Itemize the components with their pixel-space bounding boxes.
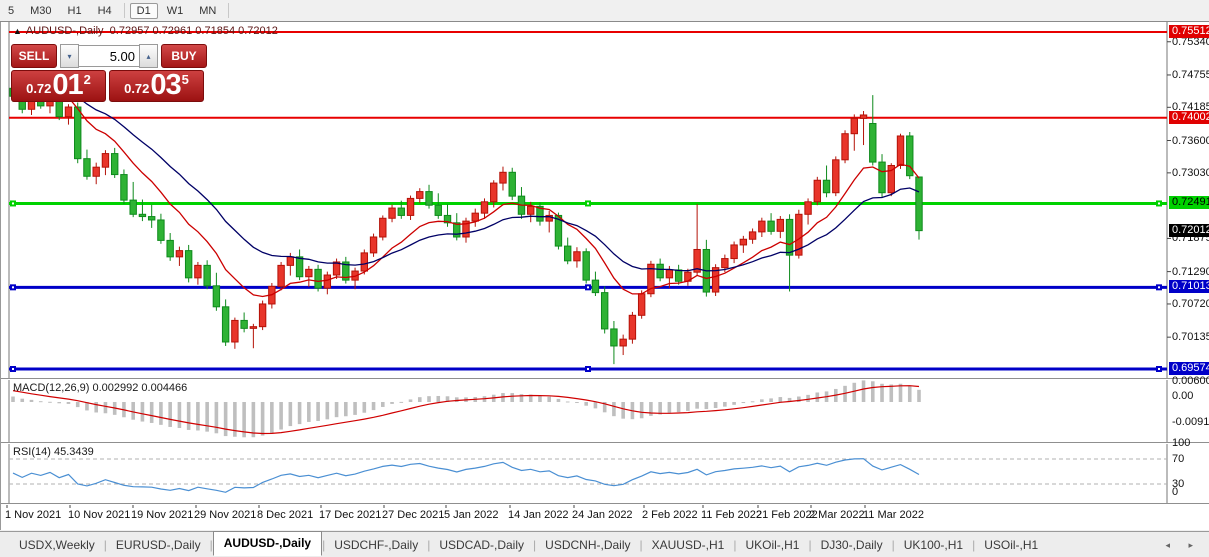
time-label: 10 Nov 2021 (68, 509, 131, 521)
time-label: 14 Jan 2022 (508, 509, 569, 521)
price-tick: 0.73030 (1172, 166, 1209, 179)
time-label: 5 Jan 2022 (444, 509, 499, 521)
sell-price-sup: 2 (83, 72, 91, 87)
title-marker-icon: ▲ (13, 26, 22, 36)
volume-increase-button[interactable]: ▴ (139, 44, 158, 68)
indicator-scale-label: -0.009188 (1172, 416, 1209, 428)
tab-separator: | (639, 537, 643, 552)
indicator-scale-label: 0 (1172, 486, 1179, 498)
macd-panel-title: MACD(12,26,9) 0.002992 0.004466 (13, 382, 188, 394)
indicator-scale-label: 70 (1172, 453, 1185, 465)
chart-window: ▲ AUDUSD-,Daily 0.72957 0.72961 0.71854 0… (0, 22, 1209, 530)
timeframe-button-mn[interactable]: MN (199, 4, 217, 17)
chart-tab-bar: USDX,Weekly | EURUSD-,Daily | AUDUSD-,Daily |… (0, 530, 1209, 557)
time-label: 24 Jan 2022 (572, 509, 633, 521)
volume-decrease-button[interactable]: ▾ (60, 44, 79, 68)
price-badge-blue: 0.69574 (1169, 362, 1209, 375)
tab-separator: | (533, 537, 537, 552)
tab-separator: | (891, 537, 895, 552)
buy-button[interactable]: BUY (161, 44, 207, 68)
indicator-scale-label: 0.00 (1172, 390, 1194, 402)
sell-price-small: 0.72 (26, 81, 52, 96)
price-scale[interactable]: 0.75340 0.74755 0.74185 0.73600 0.73030 0.718… (1168, 22, 1209, 530)
chart-canvas[interactable] (1, 22, 1209, 530)
price-tick: 0.70135 (1172, 331, 1209, 344)
price-badge-black: 0.72012 (1169, 223, 1209, 237)
volume-input[interactable]: 5.00 (79, 45, 139, 67)
timeframe-toolbar: 5 M30 H1 H4 D1 W1 MN (0, 0, 1209, 22)
buy-price-small: 0.72 (124, 81, 150, 96)
tab-scroll-arrows[interactable]: ◂ ▸ (1165, 540, 1201, 550)
tab-usdchf-daily[interactable]: USDCHF-,Daily (334, 537, 419, 552)
chart-symbol-period: AUDUSD-,Daily (25, 25, 104, 37)
time-label: 19 Nov 2021 (131, 509, 194, 521)
buy-price-panel[interactable]: 0.72 03 5 (109, 70, 204, 102)
tab-usdx-weekly[interactable]: USDX,Weekly (19, 537, 95, 552)
timeframe-button-5[interactable]: 5 (8, 4, 15, 17)
indicator-scale-label: 100 (1172, 437, 1191, 449)
price-tick: 0.74755 (1172, 68, 1209, 81)
timeframe-button-w1[interactable]: W1 (166, 4, 184, 17)
price-badge-red: 0.74002 (1169, 110, 1209, 124)
rsi-axis-separator (1, 503, 1209, 505)
sell-price-panel[interactable]: 0.72 01 2 (11, 70, 106, 102)
timeframe-button-h4[interactable]: H4 (97, 4, 112, 17)
price-badge-red: 0.75512 (1169, 25, 1209, 38)
timeframe-button-m30[interactable]: M30 (30, 4, 52, 17)
tab-audusd-daily[interactable]: AUDUSD-,Daily (212, 530, 323, 556)
time-label: 21 Feb 2022 (756, 509, 818, 521)
price-tick: 0.74185 (1172, 101, 1209, 114)
price-tick: 0.75340 (1172, 35, 1209, 48)
price-tick: 0.73600 (1172, 134, 1209, 147)
time-label: 11 Feb 2022 (701, 509, 762, 521)
buy-price-sup: 5 (181, 72, 189, 87)
tab-usoil-h1[interactable]: USOil-,H1 (984, 537, 1039, 552)
tab-eurusd-daily[interactable]: EURUSD-,Daily (115, 537, 201, 552)
timeframe-button-d1[interactable]: D1 (129, 2, 158, 19)
chart-title: ▲ AUDUSD-,Daily 0.72957 0.72961 0.71854 0… (13, 25, 278, 37)
time-label: 11 Mar 2022 (863, 509, 924, 521)
price-badge-blue: 0.71013 (1169, 280, 1209, 294)
time-label: 17 Dec 2021 (319, 509, 382, 521)
main-macd-separator[interactable] (1, 378, 1209, 380)
tab-ukoil-h1[interactable]: UKOil-,H1 (745, 537, 800, 552)
tab-xauusd-h1[interactable]: XAUUSD-,H1 (651, 537, 725, 552)
time-label: 2 Mar 2022 (809, 509, 865, 521)
tab-separator: | (209, 537, 213, 552)
price-badge-green: 0.72491 (1169, 196, 1209, 210)
time-label: 29 Nov 2021 (194, 509, 257, 521)
tab-usdcad-daily[interactable]: USDCAD-,Daily (439, 537, 525, 552)
rsi-panel-title: RSI(14) 45.3439 (13, 446, 94, 458)
indicator-scale-label: 30 (1172, 478, 1185, 490)
tab-separator: | (733, 537, 737, 552)
time-label: 2 Feb 2022 (642, 509, 698, 521)
tab-separator: | (103, 537, 107, 552)
time-label: 1 Nov 2021 (5, 509, 62, 521)
timeframe-button-h1[interactable]: H1 (67, 4, 82, 17)
time-label: 8 Dec 2021 (257, 509, 314, 521)
tab-separator: | (322, 537, 326, 552)
tab-uk100-h1[interactable]: UK100-,H1 (903, 537, 964, 552)
price-tick: 0.71290 (1172, 265, 1209, 278)
tab-usdcnh-daily[interactable]: USDCNH-,Daily (545, 537, 631, 552)
price-tick: 0.70720 (1172, 297, 1209, 310)
buy-price-big: 03 (150, 69, 181, 101)
tab-separator: | (808, 537, 812, 552)
tab-separator: | (427, 537, 431, 552)
sell-price-big: 01 (52, 69, 83, 101)
macd-rsi-separator[interactable] (1, 442, 1209, 444)
indicator-scale-label: 0.006004 (1172, 375, 1209, 387)
tab-dj30-daily[interactable]: DJ30-,Daily (820, 537, 883, 552)
toolbar-separator (228, 3, 230, 18)
time-scale[interactable]: 1 Nov 2021 10 Nov 2021 19 Nov 2021 29 Nov 2… (1, 505, 1167, 525)
tab-separator: | (972, 537, 976, 552)
time-label: 27 Dec 2021 (382, 509, 445, 521)
sell-button[interactable]: SELL (11, 44, 57, 68)
toolbar-separator (123, 3, 125, 18)
one-click-trading-widget: SELL ▾ 5.00 ▴ BUY 0.72 01 2 0.72 03 5 (11, 44, 207, 102)
chart-ohlc-values: 0.72957 0.72961 0.71854 0.72012 (109, 25, 278, 37)
